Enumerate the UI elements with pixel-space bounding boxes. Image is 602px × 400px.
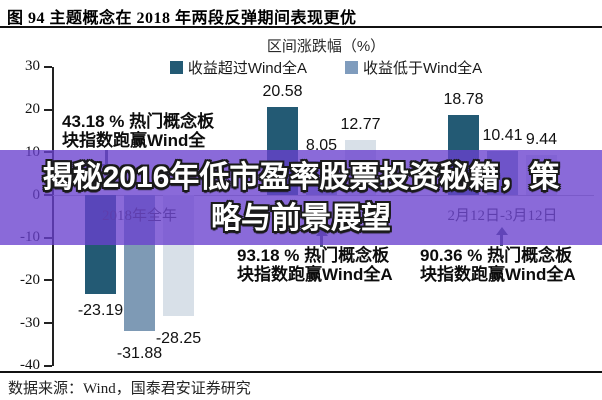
bar-value-label: -31.88	[116, 345, 163, 363]
bar-value-label: 9.44	[525, 130, 558, 148]
y-axis-tick-label: 20	[25, 101, 40, 118]
bar-value-label: 20.58	[262, 83, 303, 101]
annotation-callout: 93.18 % 热门概念板 块指数跑赢Wind全A	[237, 246, 393, 284]
bar-value-label: 8.05	[305, 136, 338, 154]
watermark-banner: 揭秘2016年低市盈率股票投资秘籍，策 略与前景展望	[0, 150, 602, 245]
bar-value-label: -28.25	[155, 329, 202, 347]
bar-value-label: -23.19	[77, 302, 124, 320]
title-divider	[0, 26, 602, 28]
legend-label: 收益低于Wind全A	[363, 60, 483, 77]
data-source: 数据来源：Wind，国泰君安证券研究	[8, 381, 251, 397]
annotation-callout: 90.36 % 热门概念板 块指数跑赢Wind全A	[420, 246, 576, 284]
legend-swatch-icon	[345, 61, 358, 74]
y-axis-tick-label: -20	[20, 271, 40, 288]
y-axis-tick-mark	[44, 108, 52, 111]
legend-item: 收益低于Wind全A	[345, 57, 482, 78]
bar-value-label: 12.77	[340, 116, 381, 134]
footer-divider	[0, 371, 602, 373]
watermark-text-line1: 揭秘2016年低市盈率股票投资秘籍，策	[42, 160, 560, 194]
legend: 收益超过Wind全A 收益低于Wind全A	[52, 57, 600, 78]
bar-value-label: 10.41	[482, 126, 523, 144]
y-axis-tick-label: 30	[25, 58, 40, 75]
y-axis-tick-label: -30	[20, 314, 40, 331]
y-axis-tick-mark	[44, 322, 52, 325]
figure-title: 图 94 主题概念在 2018 年两段反弹期间表现更优	[7, 10, 357, 27]
y-axis-tick-mark	[44, 364, 52, 367]
legend-label: 收益超过Wind全A	[187, 60, 307, 77]
y-axis-tick-mark	[44, 279, 52, 282]
chart-title: 区间涨跌幅（%）	[266, 38, 386, 55]
legend-item: 收益超过Wind全A	[169, 57, 307, 78]
legend-swatch-icon	[169, 61, 183, 74]
y-axis-tick-label: -40	[20, 357, 40, 374]
watermark-text-line2: 略与前景展望	[211, 201, 391, 235]
annotation-callout: 43.18 % 热门概念板 块指数跑赢Wind全	[62, 112, 215, 150]
bar-value-label: 18.78	[443, 90, 484, 108]
y-axis-tick-mark	[44, 65, 52, 68]
